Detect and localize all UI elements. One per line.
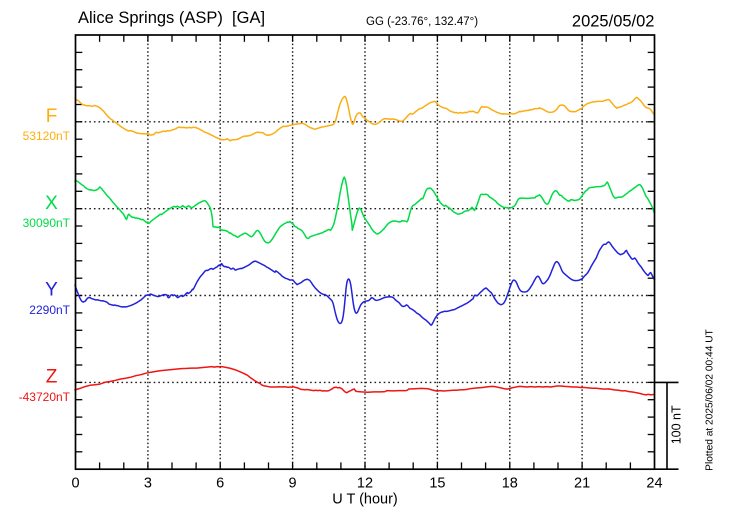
svg-text:3: 3: [144, 476, 152, 492]
svg-text:24: 24: [646, 476, 662, 492]
svg-text:6: 6: [216, 476, 224, 492]
svg-text:18: 18: [502, 476, 518, 492]
svg-text:2025/05/02: 2025/05/02: [572, 12, 655, 30]
svg-text:53120nT: 53120nT: [23, 129, 71, 143]
svg-text:2290nT: 2290nT: [29, 303, 70, 317]
svg-text:Z: Z: [46, 367, 58, 388]
svg-text:U T (hour): U T (hour): [332, 492, 398, 508]
svg-text:30090nT: 30090nT: [23, 216, 71, 230]
svg-text:-43720nT: -43720nT: [19, 390, 71, 404]
svg-text:Y: Y: [45, 280, 58, 301]
svg-text:X: X: [45, 193, 58, 214]
svg-text:15: 15: [429, 476, 445, 492]
svg-text:9: 9: [289, 476, 297, 492]
svg-text:Alice Springs (ASP) [GA]: Alice Springs (ASP) [GA]: [78, 9, 265, 27]
svg-text:0: 0: [71, 476, 79, 492]
svg-text:21: 21: [574, 476, 590, 492]
svg-text:12: 12: [357, 476, 373, 492]
svg-text:GG (-23.76°, 132.47°): GG (-23.76°, 132.47°): [366, 16, 478, 28]
svg-text:100 nT: 100 nT: [670, 405, 684, 444]
svg-text:Plotted at 2025/06/02 00:44 UT: Plotted at 2025/06/02 00:44 UT: [705, 329, 716, 471]
svg-text:F: F: [46, 106, 58, 127]
